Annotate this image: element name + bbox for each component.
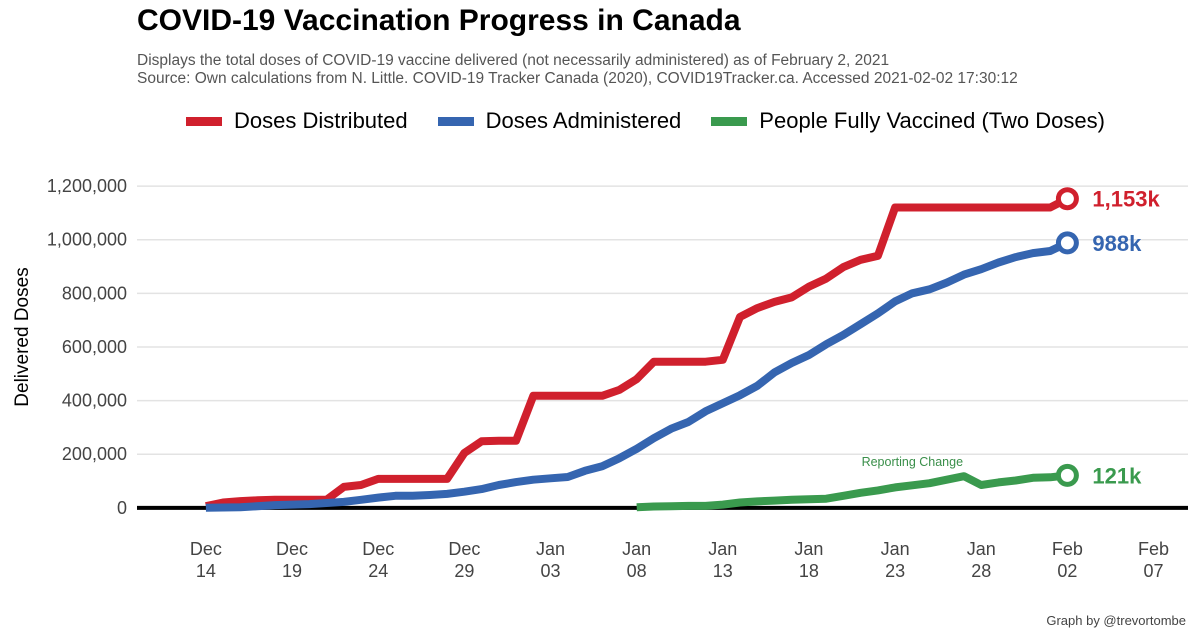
x-tick-label-line: Jan: [622, 539, 651, 559]
x-tick-label-line: 02: [1057, 561, 1077, 581]
x-tick-label-line: 14: [196, 561, 216, 581]
chart-subtitle: Displays the total doses of COVID-19 vac…: [137, 52, 890, 69]
x-tick-label-line: Jan: [536, 539, 565, 559]
legend-label-fully-vaccinated: People Fully Vaccined (Two Doses): [759, 108, 1105, 133]
legend-key-administered: [437, 116, 474, 126]
series-lines: [205, 195, 1070, 512]
x-tick-label-line: Jan: [967, 539, 996, 559]
legend-item-distributed: Doses Distributed: [186, 108, 408, 134]
end-marker-administered: [1055, 231, 1079, 255]
graph-credit: Graph by @trevortombe: [1046, 613, 1186, 628]
x-tick-label-line: 08: [627, 561, 647, 581]
end-label-distributed: 1,153k: [1092, 187, 1160, 212]
y-tick-label: 800,000: [62, 283, 127, 303]
x-tick-label: Dec 24: [362, 539, 394, 581]
x-tick-label: Feb 07: [1138, 539, 1169, 581]
end-label-administered: 988k: [1092, 231, 1142, 256]
x-tick-label-line: 18: [799, 561, 819, 581]
x-tick-label-line: Feb: [1138, 539, 1169, 559]
y-axis-ticks: 0 200,000 400,000 600,000 800,000 1,000,000 1,…: [47, 176, 127, 518]
x-tick-label-line: Jan: [794, 539, 823, 559]
x-tick-label-line: 19: [282, 561, 302, 581]
chart-title: COVID-19 Vaccination Progress in Canada: [137, 4, 741, 37]
chart-source: Source: Own calculations from N. Little.…: [137, 70, 1018, 87]
x-tick-label: Dec 14: [190, 539, 222, 581]
x-tick-label: Jan 08: [622, 539, 651, 581]
x-tick-label: Dec 19: [276, 539, 308, 581]
series-line-fully-vaccinated: [636, 471, 1068, 512]
x-tick-label: Jan 13: [708, 539, 737, 581]
series-line-administered: [205, 239, 1070, 512]
x-tick-label-line: Jan: [708, 539, 737, 559]
annotation-reporting-change: Reporting Change: [862, 455, 964, 469]
x-tick-label-line: 07: [1144, 561, 1164, 581]
x-tick-label-line: Dec: [362, 539, 394, 559]
x-tick-label-line: Dec: [190, 539, 222, 559]
x-tick-label-line: Dec: [276, 539, 308, 559]
y-tick-label: 200,000: [62, 444, 127, 464]
y-axis-label: Delivered Doses: [12, 267, 33, 406]
legend-key-distributed: [186, 116, 222, 126]
end-marker-fully-vaccinated: [1055, 463, 1079, 487]
y-tick-label: 600,000: [62, 337, 127, 357]
y-tick-label: 1,200,000: [47, 176, 127, 196]
x-tick-label: Jan 18: [794, 539, 823, 581]
end-label-fully-vaccinated: 121k: [1092, 463, 1142, 488]
y-tick-label: 400,000: [62, 391, 127, 411]
x-tick-label-line: Dec: [448, 539, 480, 559]
end-marker-distributed: [1055, 187, 1079, 211]
x-tick-label-line: 24: [368, 561, 388, 581]
legend-item-administered: Doses Administered: [437, 108, 682, 134]
series-line-distributed: [205, 195, 1070, 511]
legend-key-fully-vaccinated: [711, 116, 748, 126]
legend: Doses Distributed Doses Administered Peo…: [186, 108, 1135, 134]
x-tick-label-line: 28: [971, 561, 991, 581]
legend-label-administered: Doses Administered: [485, 108, 682, 133]
x-tick-label: Jan 23: [881, 539, 910, 581]
x-tick-label: Dec 29: [448, 539, 480, 581]
x-tick-label-line: 03: [540, 561, 560, 581]
y-tick-label: 0: [117, 498, 127, 518]
x-tick-label: Jan 28: [967, 539, 996, 581]
y-tick-label: 1,000,000: [47, 230, 127, 250]
x-tick-label-line: Jan: [881, 539, 910, 559]
legend-item-fully-vaccinated: People Fully Vaccined (Two Doses): [711, 108, 1105, 134]
x-tick-label-line: 29: [454, 561, 474, 581]
x-tick-label-line: 13: [713, 561, 733, 581]
x-tick-label: Feb 02: [1052, 539, 1083, 581]
x-tick-label: Jan 03: [536, 539, 565, 581]
x-tick-label-line: Feb: [1052, 539, 1083, 559]
grid-lines: [137, 185, 1188, 455]
end-markers: 1,153k 988k 121k: [1055, 187, 1160, 488]
x-tick-label-line: 23: [885, 561, 905, 581]
legend-label-distributed: Doses Distributed: [234, 108, 408, 133]
